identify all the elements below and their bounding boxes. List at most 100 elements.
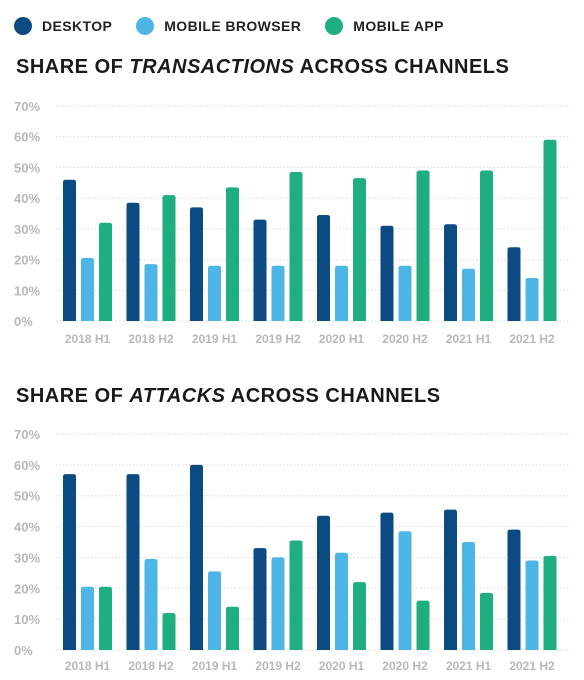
bar-mobile-browser [271,265,285,321]
x-category-label: 2019 H2 [255,659,301,673]
bar-desktop [190,464,203,650]
x-category-label: 2021 H1 [446,659,492,673]
bar-desktop [126,474,140,650]
bar-mobile-browser [335,552,348,650]
y-tick-label: 10% [14,283,40,298]
bar-desktop [444,224,457,321]
attacks-title-emphasis: ATTACKS [129,385,226,407]
bar-mobile-browser [335,265,348,321]
legend-item-mobile-app: MOBILE APP [325,17,444,35]
bar-desktop [63,179,76,321]
y-tick-label: 10% [14,612,40,627]
x-category-label: 2019 H1 [192,659,238,673]
x-category-label: 2020 H1 [319,659,365,673]
y-tick-label: 20% [14,581,40,596]
x-category-label: 2020 H2 [382,332,428,346]
bar-mobile-app [289,540,303,650]
bar-mobile-app [99,586,112,650]
legend-label-mobile-browser: MOBILE BROWSER [164,18,302,34]
bar-mobile-browser [144,558,158,650]
x-category-label: 2019 H2 [255,332,301,346]
bar-desktop [190,207,203,321]
bar-mobile-browser [398,265,412,321]
x-category-label: 2018 H2 [128,332,174,346]
bar-mobile-browser [525,560,539,650]
bar-mobile-app [289,172,303,321]
bar-mobile-app [99,222,112,321]
bar-desktop [444,509,457,650]
bar-mobile-browser [271,557,285,650]
bar-mobile-browser [208,571,221,650]
bar-mobile-app [480,592,493,650]
legend-item-desktop: DESKTOP [14,17,112,35]
bar-desktop [253,219,267,321]
y-tick-label: 60% [14,458,40,473]
y-tick-label: 40% [14,520,40,535]
transactions-title-post: ACROSS CHANNELS [294,56,510,78]
bar-mobile-browser [462,542,475,650]
bar-mobile-app [353,178,366,321]
attacks-bar-chart: 0% 10% 20% 30% 40% 50% 60% 70% 2018 H1 2018 H2 201… [14,427,570,673]
transactions-bar-chart: 0% 10% 20% 30% 40% 50% 60% 70% 2018 H1 2018 H2 201… [14,99,570,346]
bar-mobile-app [416,170,430,321]
bar-desktop [317,215,330,321]
bar-desktop [126,202,140,321]
legend-swatch-mobile-browser [136,17,155,35]
legend-swatch-mobile-app [325,17,344,35]
bar-mobile-app [162,612,176,650]
bar-mobile-app [226,187,239,321]
y-tick-label: 50% [14,489,40,504]
y-tick-label: 40% [14,191,40,206]
transactions-chart-title: SHARE OF TRANSACTIONS ACROSS CHANNELS [16,56,509,79]
bar-mobile-app [543,555,557,650]
bar-mobile-browser [81,258,94,321]
bar-mobile-browser [144,264,158,321]
y-tick-label: 60% [14,130,40,145]
y-tick-label: 0% [14,314,33,329]
transactions-title-emphasis: TRANSACTIONS [129,56,295,78]
legend-swatch-desktop [14,17,32,35]
x-category-label: 2018 H1 [65,332,111,346]
bar-desktop [63,474,76,650]
bar-desktop [317,515,330,650]
attacks-title-post: ACROSS CHANNELS [225,385,441,407]
bar-mobile-browser [208,265,221,321]
y-tick-label: 20% [14,253,40,268]
x-category-label: 2020 H2 [382,659,428,673]
bar-desktop [380,225,394,321]
y-tick-label: 0% [14,643,33,658]
bar-mobile-browser [462,268,475,321]
bar-mobile-app [416,600,430,650]
bar-mobile-app [480,170,493,321]
x-category-label: 2018 H1 [65,659,111,673]
y-tick-label: 70% [14,99,40,114]
bar-mobile-app [162,195,176,321]
bar-mobile-app [353,582,366,650]
x-category-label: 2020 H1 [319,332,365,346]
bar-desktop [253,548,267,650]
y-tick-label: 50% [14,160,40,175]
y-tick-label: 70% [14,427,40,442]
bar-mobile-app [543,139,557,321]
transactions-title-pre: SHARE OF [16,56,130,78]
legend: DESKTOP MOBILE BROWSER MOBILE APP [14,14,468,38]
legend-label-desktop: DESKTOP [42,18,113,34]
bar-desktop [380,512,394,650]
attacks-title-pre: SHARE OF [16,385,130,407]
x-category-label: 2019 H1 [192,332,238,346]
attacks-chart-title: SHARE OF ATTACKS ACROSS CHANNELS [16,385,441,408]
legend-item-mobile-browser: MOBILE BROWSER [136,17,301,35]
bar-mobile-browser [398,531,412,650]
bar-desktop [507,529,521,650]
x-category-label: 2018 H2 [128,659,174,673]
bar-mobile-app [226,606,239,650]
bar-mobile-browser [81,586,94,650]
x-category-label: 2021 H2 [509,332,555,346]
y-tick-label: 30% [14,550,40,565]
x-category-label: 2021 H1 [446,332,492,346]
x-category-label: 2021 H2 [509,659,555,673]
bar-desktop [507,247,521,321]
legend-label-mobile-app: MOBILE APP [353,18,444,34]
y-tick-label: 30% [14,222,40,237]
bar-mobile-browser [525,278,539,321]
